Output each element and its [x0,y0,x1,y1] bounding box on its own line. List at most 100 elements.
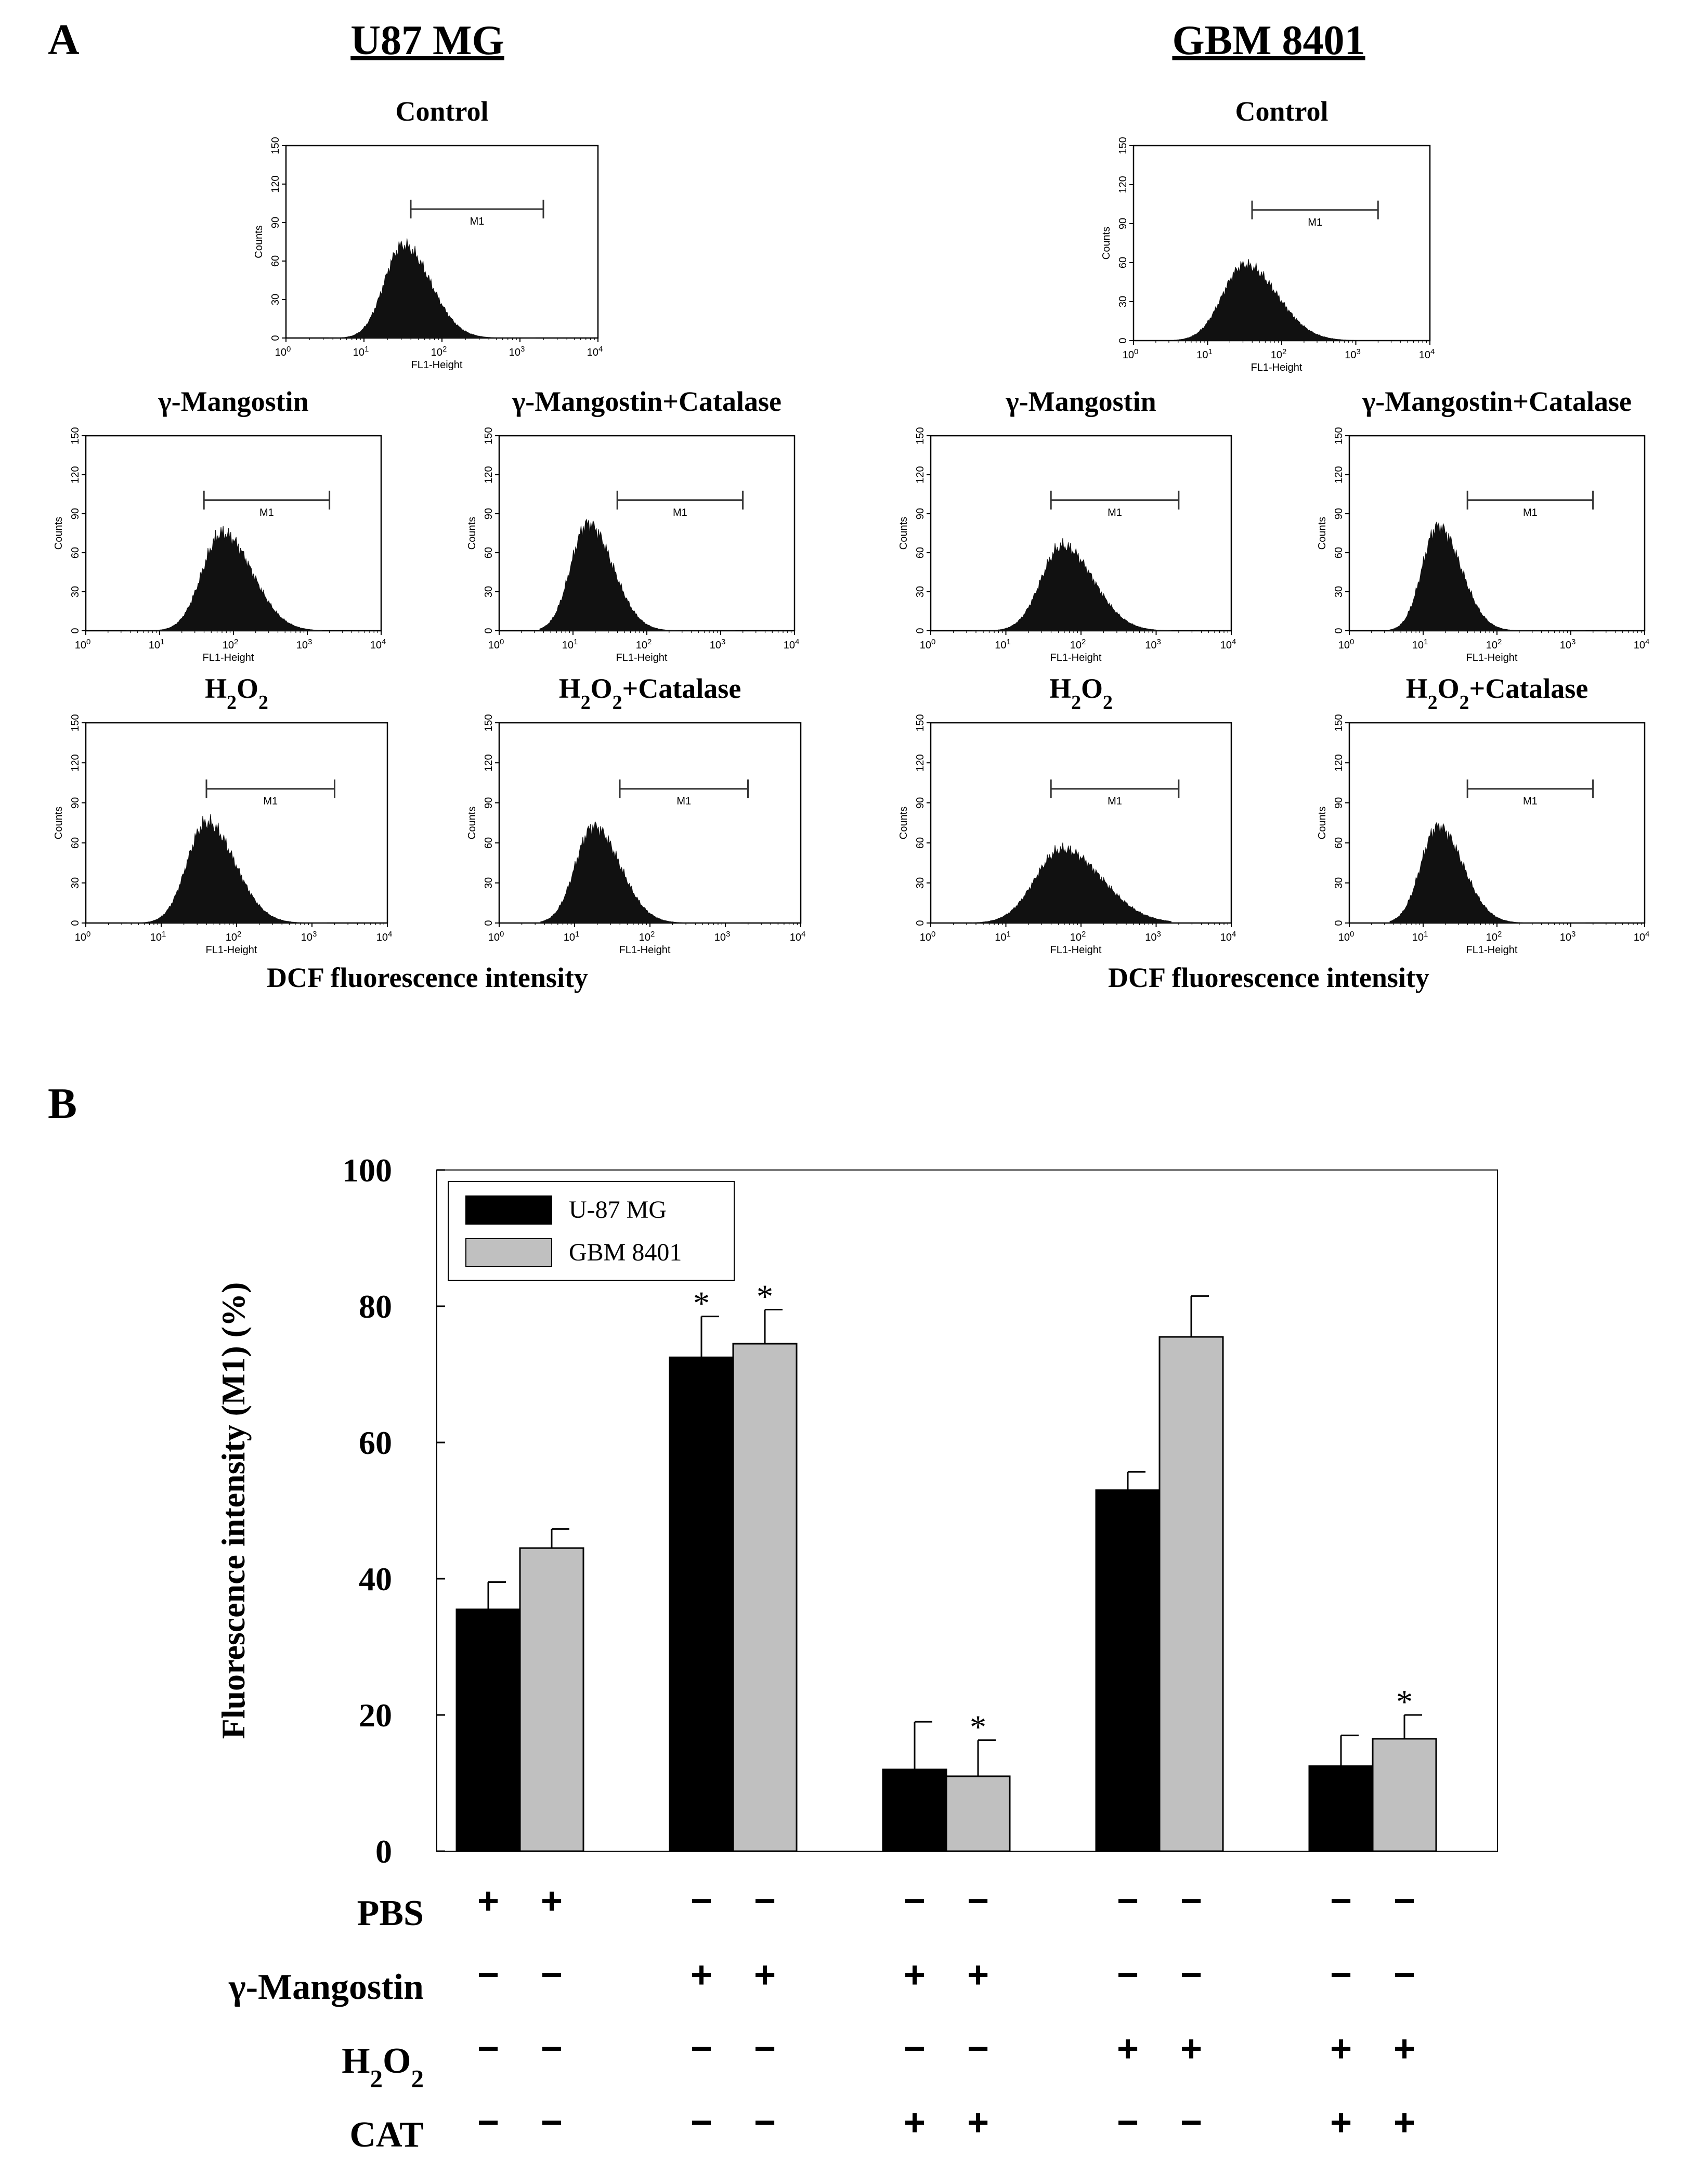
y-tick-label: 120 [70,754,81,771]
panel-b-letter: B [48,1080,77,1128]
x-tick-label: 100 [75,930,91,944]
y-tick-label: 0 [70,628,81,633]
bar-1-0 [519,1547,584,1852]
x-axis-label: FL1-Height [206,944,257,956]
x-tick-label: 101 [562,638,578,652]
treatment-symbol: − [691,1880,712,1922]
x-tick-label: 104 [1220,930,1236,944]
treatment-symbol: + [904,2102,926,2143]
y-tick-label: 30 [1117,296,1129,307]
y-tick-label: 0 [1117,337,1129,343]
bar-chart: 0 20 40 60 80 100 Fluorescence intensity (M1) … [215,1152,1498,2155]
gbm8401-title: GBM 8401 [1172,18,1365,63]
x-tick-label: 104 [587,345,603,359]
y-tick-label: 90 [1117,218,1129,229]
histogram-0-3: H2O2 0 30 60 90 120 150 Counts 100 101 102 103 104 FL… [53,673,392,956]
u87-title: U87 MG [350,18,504,63]
x-tick-label: 103 [509,345,525,359]
x-tick-label: 100 [1338,930,1355,944]
y-tick-label: 120 [915,466,926,483]
gate-label: M1 [1108,507,1122,518]
treatment-symbol: − [754,1880,776,1922]
bar-0-0 [455,1608,521,1852]
y-tick-label: 90 [70,508,81,519]
y-tick-label: 120 [915,754,926,771]
y-tick-label: 120 [70,466,81,483]
y-tick-label: 60 [359,1424,392,1461]
y-tick-label: 30 [1333,877,1345,889]
treatment-symbol: − [477,2028,499,2070]
treatment-symbol: − [967,2028,989,2070]
x-tick-label: 100 [75,638,91,652]
histogram-title: γ-Mangostin+Catalase [512,386,782,417]
treatment-symbol: + [541,1880,563,1922]
treatment-symbol: − [691,2102,712,2143]
gate-label: M1 [263,796,278,807]
significance-star: * [757,1278,773,1315]
x-tick-label: 102 [1070,638,1086,652]
y-tick-label: 150 [1333,427,1345,444]
y-tick-label: 30 [915,586,926,597]
x-tick-label: 104 [1419,347,1435,361]
y-tick-label: 120 [483,466,494,483]
x-tick-label: 103 [1560,638,1576,652]
y-tick-label: 30 [483,586,494,597]
y-axis-label: Counts [53,807,64,839]
treatment-symbol: − [754,2028,776,2070]
y-tick-label: 0 [915,628,926,633]
x-axis-label: FL1-Height [1050,944,1102,956]
x-tick-label: 100 [1123,347,1139,361]
treatment-symbol: − [967,1880,989,1922]
histogram-0-0: Control 0 30 60 90 120 150 Counts 100 101 102 103 10… [253,96,603,371]
x-tick-label: 102 [1486,638,1502,652]
x-tick-label: 103 [301,930,317,944]
y-tick-label: 150 [1117,137,1129,154]
y-tick-label: 0 [270,335,281,341]
histogram-1-3: H2O2 0 30 60 90 120 150 Counts 100 101 102 103 104 FL… [898,673,1236,956]
x-axis-label: FL1-Height [1466,944,1518,956]
y-tick-label: 90 [1333,508,1345,519]
histogram-1-4: H2O2+Catalase 0 30 60 90 120 150 Counts 100 101 10… [1317,673,1649,956]
x-axis-label: FL1-Height [619,944,671,956]
histogram-title: H2O2+Catalase [559,673,741,713]
treatment-symbol: − [541,2028,563,2070]
y-tick-label: 60 [915,547,926,558]
treatment-symbol: + [754,1954,776,1996]
gate-label: M1 [470,216,485,227]
y-axis-label: Counts [53,517,64,550]
histogram-1-1: γ-Mangostin 0 30 60 90 120 150 Counts 100 101 102 1… [898,386,1236,664]
x-tick-label: 103 [1145,638,1161,652]
treatment-symbol: + [967,2102,989,2143]
x-tick-label: 104 [1634,930,1650,944]
x-axis-label: FL1-Height [411,359,463,371]
x-axis-label: FL1-Height [616,652,668,664]
histogram-0-1: γ-Mangostin 0 30 60 90 120 150 Counts 100 101 102 1… [53,386,386,664]
histogram-frame [498,722,802,924]
y-tick-label: 120 [1333,754,1345,771]
treatment-symbol: − [477,1954,499,1996]
x-tick-label: 100 [488,930,504,944]
bar-0-4 [1308,1765,1374,1852]
significance-star: * [1396,1683,1413,1720]
gate-label: M1 [259,507,274,518]
y-tick-label: 150 [483,427,494,444]
y-axis-label: Counts [466,807,478,839]
y-tick-label: 60 [270,255,281,267]
panel-a-letter: A [48,16,80,64]
x-tick-label: 103 [296,638,312,652]
y-tick-label: 30 [483,877,494,889]
y-tick-label: 150 [483,714,494,731]
histogram-1-2: γ-Mangostin+Catalase 0 30 60 90 120 150 Counts 1… [1317,386,1649,664]
gate-label: M1 [676,796,691,807]
histogram-0-2: γ-Mangostin+Catalase 0 30 60 90 120 150 Counts 1… [466,386,799,664]
histogram-distribution [127,814,327,924]
y-tick-label: 60 [1333,837,1345,849]
x-tick-label: 101 [995,930,1011,944]
x-axis-label: FL1-Height [1466,652,1518,664]
x-tick-label: 101 [995,638,1011,652]
x-tick-label: 103 [1145,930,1161,944]
x-tick-label: 100 [275,345,291,359]
y-tick-label: 120 [270,175,281,192]
treatment-label: CAT [349,2115,424,2155]
